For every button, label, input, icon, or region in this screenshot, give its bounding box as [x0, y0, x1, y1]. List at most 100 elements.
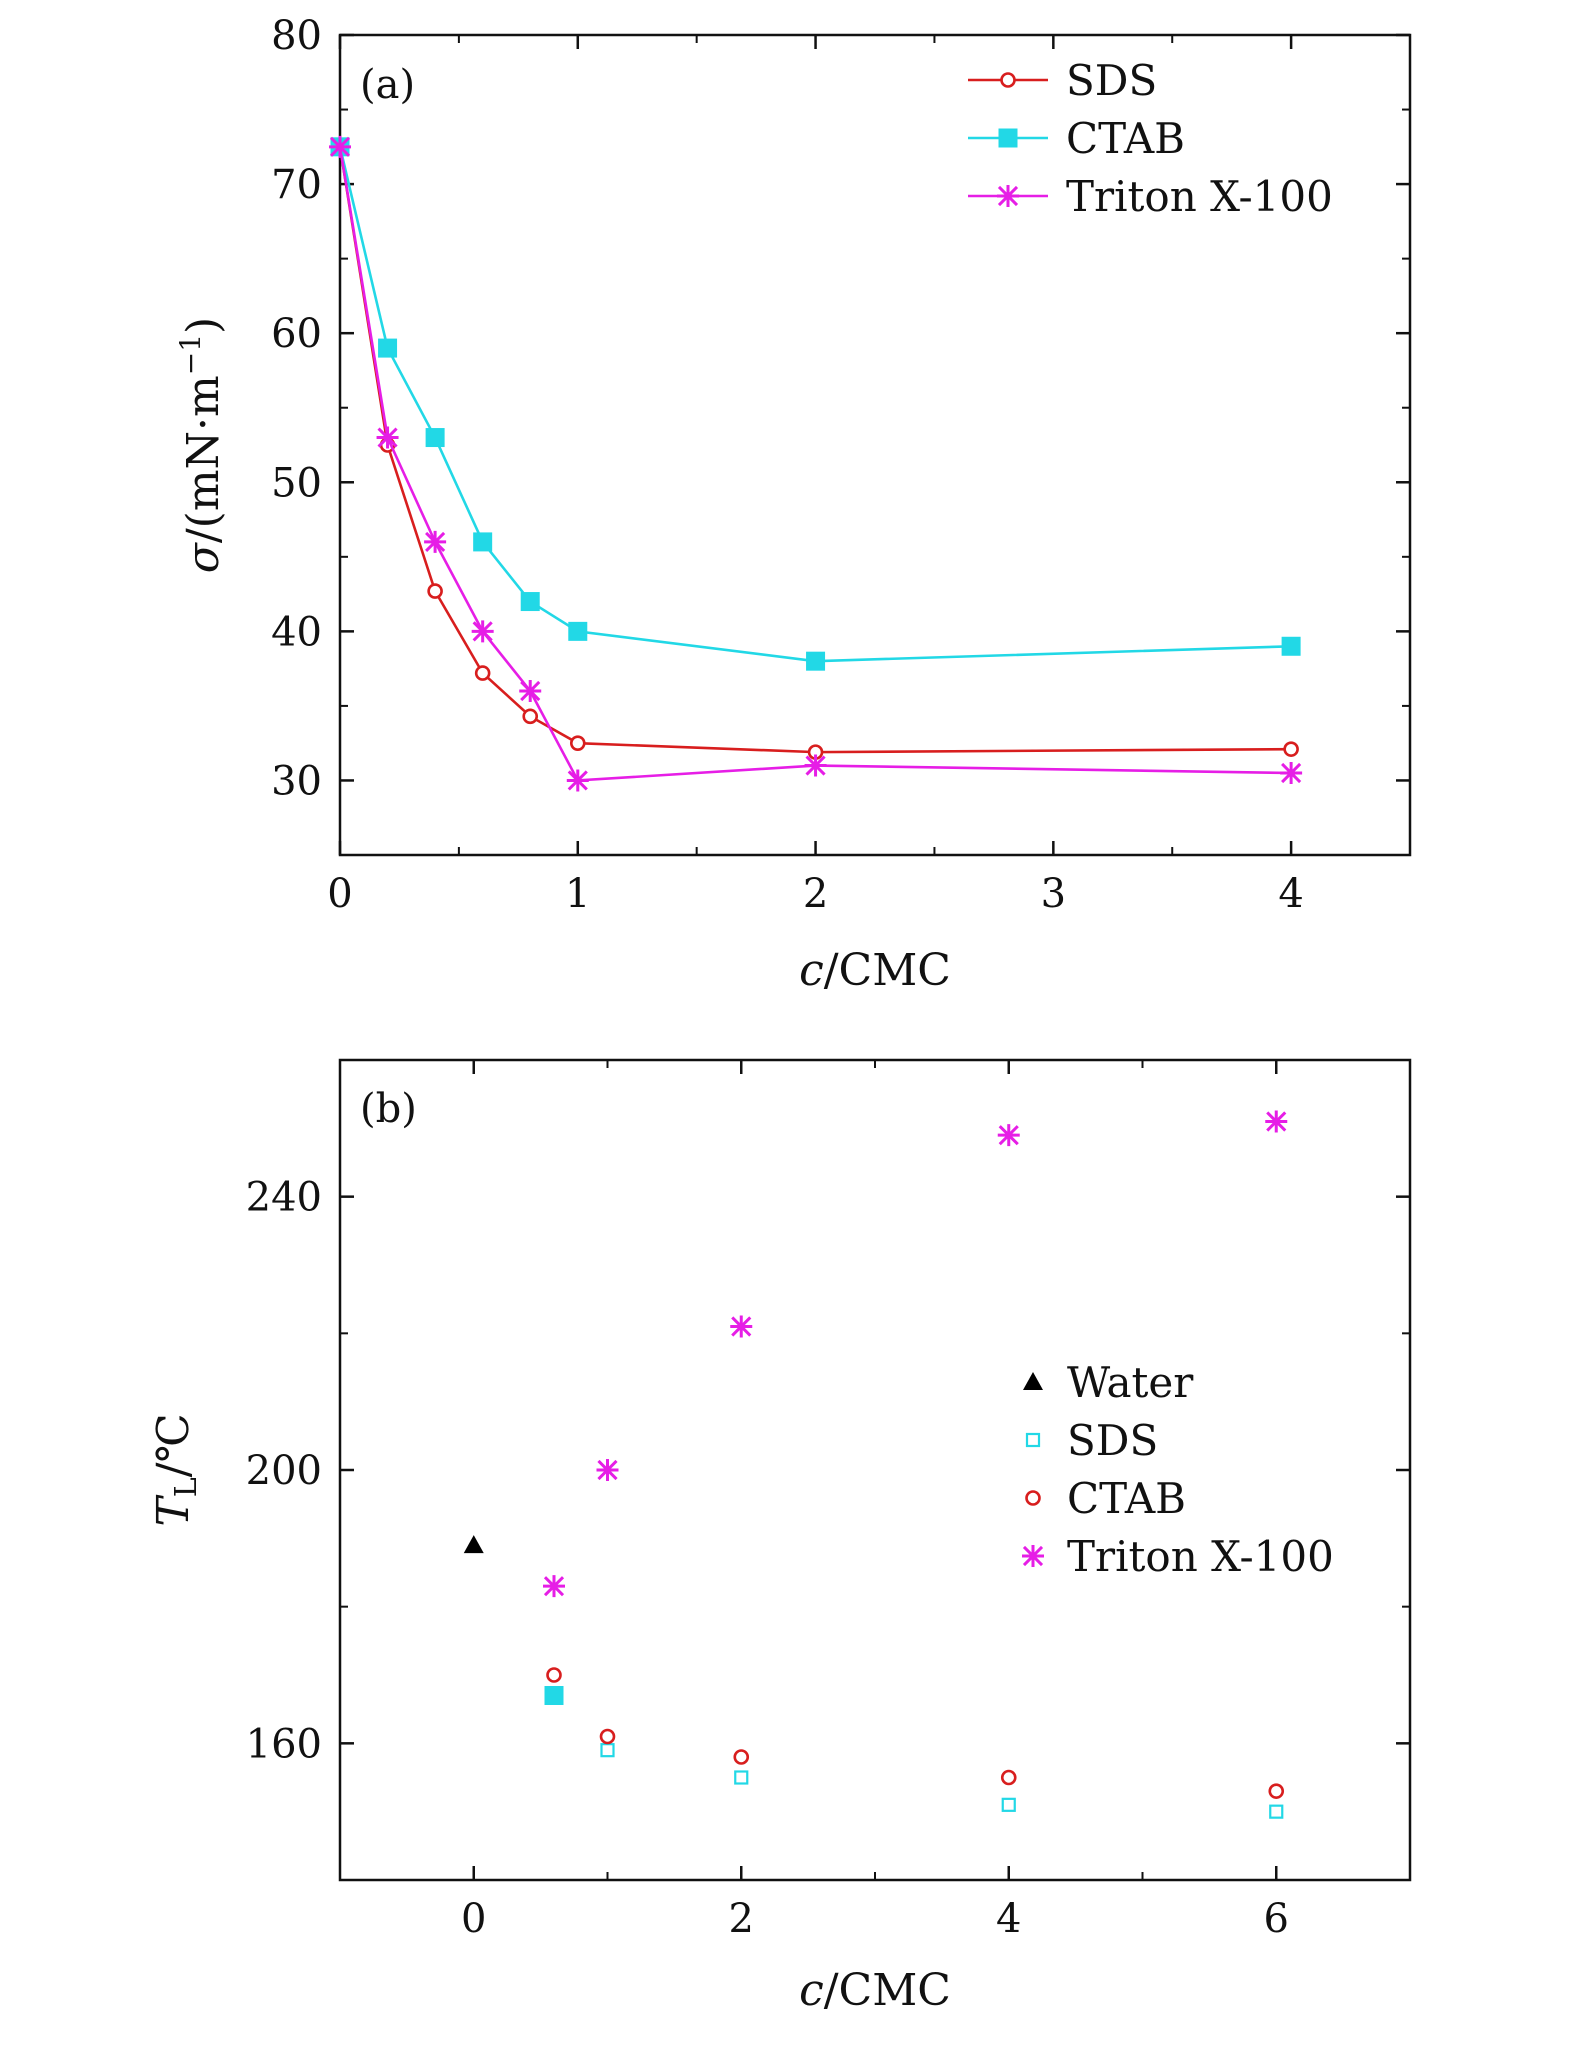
a-series-ctab	[330, 137, 1301, 671]
a-triton-x-100-point	[376, 426, 399, 449]
a-series-triton-x-100	[329, 135, 1303, 792]
b-legend-label: SDS	[1067, 1416, 1158, 1465]
b-series-ctab	[546, 1667, 1285, 1799]
a-x-tick-label: 2	[803, 871, 828, 917]
a-sds-point	[569, 735, 586, 751]
b-triton-x-100-point	[1265, 1110, 1288, 1133]
a-x-tick-label: 4	[1278, 871, 1303, 917]
b-y-tick-label: 160	[246, 1721, 322, 1767]
a-y-tick-label: 70	[271, 162, 322, 208]
b-legend-marker	[1025, 1432, 1041, 1448]
a-x-tick-label: 1	[565, 871, 590, 917]
a-legend-item-ctab: CTAB	[968, 114, 1185, 163]
b-triton-x-100-point	[543, 1575, 565, 1598]
a-ctab-line	[338, 146, 1292, 663]
b-legend-label: Triton X-100	[1067, 1532, 1334, 1581]
b-ctab-point	[546, 1667, 562, 1683]
b-legend-item-triton-x-100: Triton X-100	[1022, 1532, 1334, 1581]
a-sds-point	[522, 708, 539, 725]
panel-a-series	[329, 135, 1303, 792]
a-triton-x-100-point	[566, 769, 589, 792]
a-y-tick-label: 60	[271, 311, 322, 357]
a-ctab-point	[378, 338, 398, 358]
b-legend-item-ctab: CTAB	[1025, 1474, 1186, 1523]
panel-a-y-ticks: 30 40 50 60 70 80	[271, 13, 1410, 804]
panel-b-series	[463, 1110, 1288, 1819]
a-ctab-point	[425, 428, 445, 448]
a-sds-point	[474, 665, 491, 681]
b-ctab-point	[599, 1728, 616, 1745]
a-legend-label: CTAB	[1066, 114, 1185, 163]
panel-a-label: (a)	[360, 62, 415, 108]
panel-b: (b) 0 2 4 6 160 200 240 c/CMC TL/℃ Water SDS CT…	[148, 1058, 1412, 2016]
a-legend-label: SDS	[1066, 56, 1157, 105]
b-triton-x-100-point	[730, 1315, 753, 1338]
a-legend-item-triton-x-100: Triton X-100	[968, 172, 1333, 221]
panel-a-x-axis-label: c/CMC	[799, 945, 951, 996]
a-ctab-point	[806, 651, 826, 671]
b-sds-point	[734, 1770, 749, 1785]
b-x-tick-label: 2	[729, 1896, 754, 1942]
a-y-tick-label: 40	[271, 609, 322, 655]
a-legend-label: Triton X-100	[1066, 172, 1333, 221]
b-x-tick-label: 6	[1264, 1896, 1289, 1942]
panel-b-y-axis-label: TL/℃	[148, 1413, 204, 1526]
b-x-tick-label: 0	[461, 1896, 486, 1942]
a-ctab-point	[1281, 636, 1301, 656]
b-water-point	[463, 1535, 484, 1554]
a-triton-x-100-point	[519, 680, 542, 702]
b-sds-point	[1001, 1797, 1016, 1812]
b-series-sds	[600, 1743, 1284, 1819]
b-ctab-point	[1268, 1783, 1285, 1799]
b-series-triton-x-100	[543, 1110, 1288, 1598]
a-triton-x-100-point	[1280, 762, 1303, 784]
b-legend-marker	[1022, 1545, 1044, 1567]
b-sds-point	[600, 1743, 615, 1758]
b-legend-label: Water	[1067, 1358, 1194, 1407]
a-triton-x-100-line	[338, 146, 1292, 782]
panel-a-frame	[338, 33, 1412, 857]
panel-b-legend: Water SDS CTAB Triton X-100	[1022, 1358, 1334, 1581]
panel-a-y-axis-label: σ/(mN·m−1)	[174, 317, 229, 573]
b-legend-item-sds: SDS	[1025, 1416, 1158, 1465]
panel-b-label: (b)	[360, 1086, 417, 1132]
a-sds-line	[338, 146, 1292, 754]
a-ctab-point	[520, 592, 540, 612]
a-sds-point	[427, 583, 443, 599]
a-y-tick-label: 30	[271, 758, 322, 804]
b-legend-marker	[1023, 1372, 1043, 1390]
a-ctab-point	[473, 532, 493, 552]
a-sds-point	[1283, 741, 1299, 757]
b-legend-label: CTAB	[1067, 1474, 1186, 1523]
a-legend-marker	[998, 128, 1018, 148]
a-triton-x-100-point	[424, 530, 447, 553]
a-legend-marker	[997, 185, 1019, 207]
b-ctab-point	[733, 1749, 750, 1765]
b-legend-item-water: Water	[1023, 1358, 1194, 1407]
panel-a-x-ticks: 0 1 2 3 4	[327, 35, 1304, 917]
a-y-tick-label: 80	[271, 13, 322, 59]
a-triton-x-100-point	[804, 754, 827, 777]
b-y-tick-label: 240	[246, 1175, 322, 1221]
a-triton-x-100-point	[329, 135, 351, 158]
b-y-tick-label: 200	[246, 1448, 322, 1494]
panel-b-y-ticks: 160 200 240	[246, 1175, 1410, 1767]
panel-b-x-axis-label: c/CMC	[799, 1965, 951, 2016]
panel-a-legend: SDS CTAB Triton X-100	[968, 56, 1333, 221]
a-x-tick-label: 3	[1041, 871, 1066, 917]
b-ctab-point	[1000, 1769, 1017, 1786]
a-legend-marker	[1000, 72, 1016, 88]
b-series-water	[463, 1535, 484, 1554]
panel-b-x-ticks: 0 2 4 6	[461, 1060, 1289, 1942]
b-legend-marker	[1025, 1490, 1041, 1506]
b-ctab-extra-point	[544, 1686, 564, 1705]
b-x-tick-label: 4	[996, 1896, 1021, 1942]
panel-b-frame	[338, 1058, 1412, 1882]
a-legend-item-sds: SDS	[968, 56, 1157, 105]
a-y-tick-label: 50	[271, 460, 322, 506]
a-x-tick-label: 0	[327, 871, 352, 917]
a-ctab-point	[568, 621, 588, 641]
